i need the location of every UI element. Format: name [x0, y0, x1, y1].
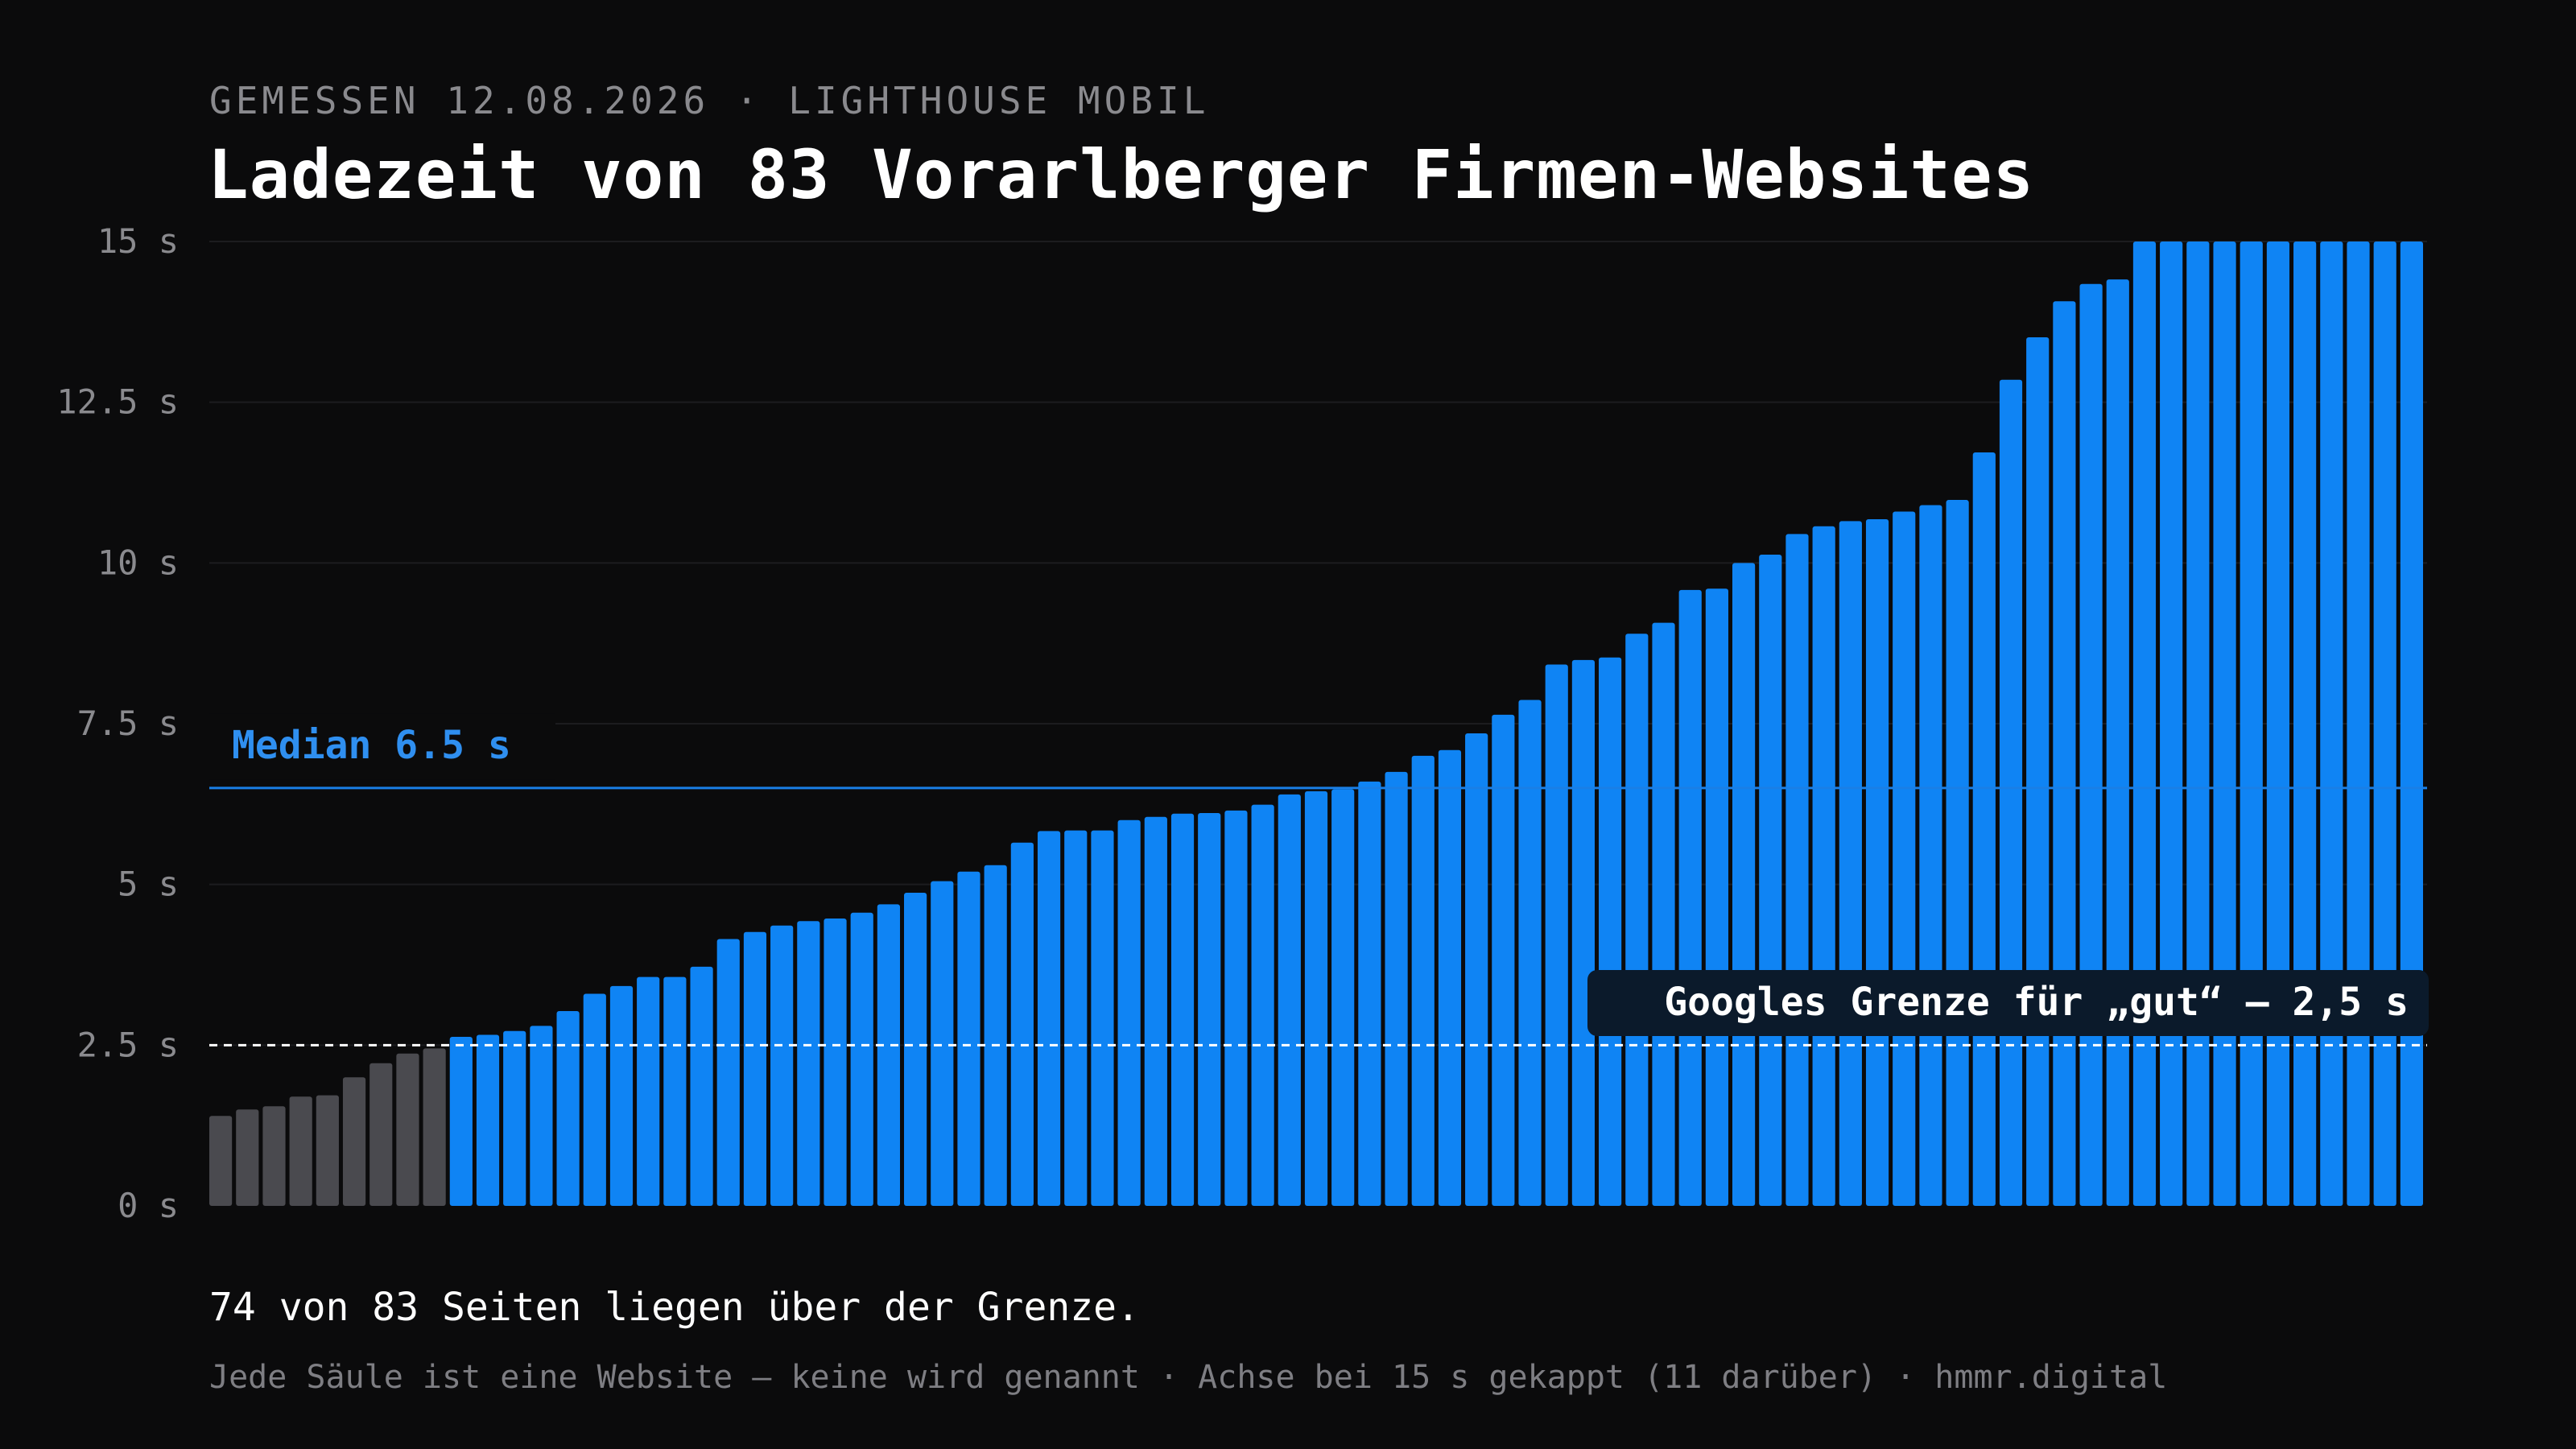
- bar: [797, 921, 820, 1206]
- chart-subtitle: GEMESSEN 12.08.2026 · LIGHTHOUSE MOBIL: [209, 79, 1210, 122]
- bar: [850, 912, 873, 1206]
- bar: [2373, 242, 2396, 1206]
- bar: [2079, 283, 2103, 1207]
- bar: [2160, 242, 2183, 1206]
- bar: [2106, 279, 2129, 1206]
- bar: [2026, 337, 2050, 1206]
- bar: [2400, 242, 2423, 1206]
- median-label: Median 6.5 s: [232, 723, 511, 768]
- bar: [1732, 563, 1756, 1206]
- y-tick-label: 0 s: [118, 1186, 179, 1225]
- bar: [236, 1109, 259, 1206]
- bar: [583, 993, 606, 1206]
- bar: [1251, 804, 1274, 1206]
- bar: [2347, 242, 2370, 1206]
- chart-title: Ladezeit von 83 Vorarlberger Firmen-Webs…: [208, 135, 2035, 214]
- bar: [1518, 700, 1542, 1206]
- bar: [1010, 842, 1034, 1206]
- bar: [1037, 831, 1061, 1206]
- bar: [2132, 242, 2157, 1206]
- y-tick-label: 7.5 s: [77, 704, 179, 743]
- bar: [690, 966, 713, 1206]
- bar: [1170, 813, 1195, 1206]
- bar: [2266, 242, 2290, 1206]
- bar: [931, 881, 954, 1206]
- bar: [1064, 830, 1088, 1206]
- bar: [2320, 242, 2343, 1206]
- bar: [1545, 664, 1568, 1206]
- threshold-label-background: [1587, 970, 2429, 1036]
- bar: [877, 904, 901, 1206]
- bar: [503, 1030, 526, 1206]
- bar: [1331, 789, 1355, 1206]
- bar: [1198, 813, 1221, 1206]
- bar: [1304, 791, 1328, 1206]
- bar: [2186, 242, 2210, 1206]
- bar: [1358, 781, 1381, 1206]
- bar: [369, 1063, 393, 1206]
- bar: [1705, 588, 1728, 1206]
- bar: [556, 1011, 580, 1206]
- bar: [449, 1036, 473, 1206]
- bar: [289, 1096, 312, 1206]
- bar: [1091, 830, 1114, 1206]
- bar: [663, 976, 687, 1206]
- bar: [1411, 755, 1435, 1206]
- bar: [1438, 749, 1462, 1206]
- bar: [316, 1095, 339, 1206]
- bar: [770, 925, 794, 1206]
- bar: [1652, 622, 1675, 1206]
- bar: [530, 1026, 553, 1206]
- bar: [1839, 521, 1862, 1206]
- bar: [716, 939, 740, 1206]
- bar: [904, 893, 927, 1206]
- bar: [1278, 794, 1301, 1206]
- bar: [637, 976, 660, 1206]
- bar: [476, 1034, 500, 1206]
- bar: [957, 871, 980, 1206]
- y-tick-label: 2.5 s: [77, 1025, 179, 1064]
- bar: [2213, 242, 2236, 1206]
- threshold-label: Googles Grenze für „gut“ – 2,5 s: [1664, 980, 2409, 1025]
- y-tick-label: 12.5 s: [56, 382, 179, 422]
- bar: [1893, 511, 1916, 1206]
- bar: [1678, 589, 1702, 1206]
- bar: [262, 1106, 286, 1206]
- bar: [1625, 634, 1649, 1206]
- bar: [1865, 519, 1889, 1206]
- bar: [1759, 554, 1782, 1206]
- y-tick-label: 10 s: [97, 543, 179, 582]
- y-tick-label: 5 s: [118, 865, 179, 904]
- bar: [1492, 714, 1515, 1206]
- bar: [1224, 810, 1248, 1206]
- bar: [984, 865, 1007, 1206]
- bar: [1812, 526, 1835, 1206]
- median-label-background: [209, 713, 555, 780]
- bar: [1785, 534, 1809, 1206]
- bar: [1999, 379, 2023, 1207]
- bar: [1946, 500, 1969, 1206]
- bar: [1385, 771, 1408, 1206]
- bar: [423, 1048, 446, 1206]
- bar: [2293, 242, 2317, 1206]
- bar: [1144, 816, 1167, 1206]
- bar: [1972, 452, 1996, 1206]
- bar: [1465, 733, 1488, 1206]
- bar: [824, 919, 847, 1206]
- bar: [209, 1116, 233, 1206]
- footnote-text: Jede Säule ist eine Website – keine wird…: [209, 1359, 2168, 1396]
- bar: [1571, 659, 1596, 1206]
- bar: [1117, 819, 1141, 1206]
- y-tick-label: 15 s: [97, 221, 179, 261]
- summary-text: 74 von 83 Seiten liegen über der Grenze.: [209, 1285, 1140, 1330]
- bar: [2240, 242, 2263, 1206]
- bar: [743, 931, 767, 1206]
- bar: [1599, 657, 1622, 1206]
- bar: [2053, 301, 2076, 1206]
- bar: [609, 985, 634, 1206]
- bar: [1919, 505, 1942, 1206]
- bar: [342, 1077, 366, 1206]
- bar: [396, 1053, 419, 1206]
